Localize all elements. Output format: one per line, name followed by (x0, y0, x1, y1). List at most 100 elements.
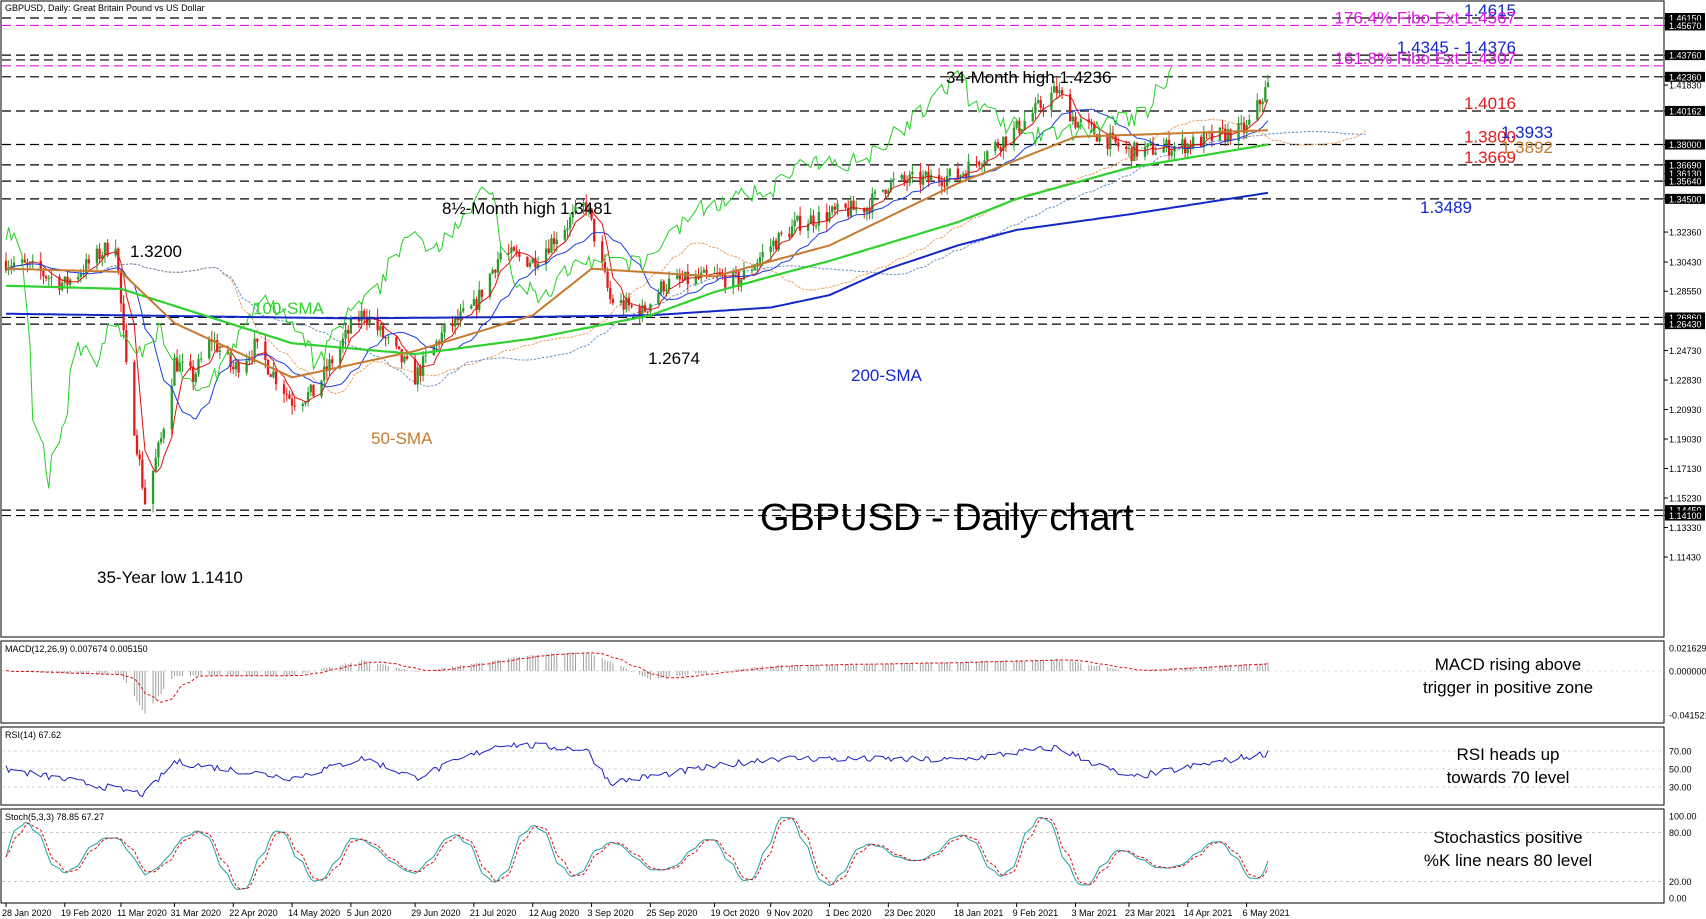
candle-body (272, 371, 275, 377)
candle-body (157, 442, 160, 458)
candle-body (863, 208, 866, 213)
candle-body (868, 207, 871, 213)
axis-label: 1.46150 (1669, 14, 1702, 24)
axis-label-box (1665, 168, 1705, 179)
candle-body (491, 269, 494, 274)
x-tick-label: 14 Apr 2021 (1184, 908, 1233, 918)
candle-body (1261, 101, 1264, 105)
candle-body (962, 173, 965, 176)
candle-body (368, 316, 371, 323)
candle-body (769, 246, 772, 253)
axis-label: 1.30430 (1669, 258, 1702, 268)
candle-body (250, 357, 254, 359)
axis-label-box (1665, 176, 1705, 187)
candle-body (264, 341, 267, 360)
candle-body (499, 252, 502, 260)
candle-body (320, 380, 323, 397)
candle-body (1093, 124, 1096, 135)
candle-body (1181, 139, 1184, 146)
senkou-a-line (103, 118, 1366, 395)
candle-body (510, 247, 513, 254)
candle-body (518, 252, 521, 257)
candle-body (983, 160, 986, 165)
candle-body (58, 276, 61, 290)
candle-body (312, 384, 315, 397)
candle-body (151, 470, 155, 504)
candle-body (606, 271, 609, 288)
candle-body (403, 356, 406, 363)
candle-body (1106, 133, 1109, 150)
candle-body (253, 338, 256, 358)
candle-body (566, 228, 569, 230)
candle-body (1210, 131, 1214, 141)
candle-body (347, 329, 350, 334)
candle-body (154, 457, 157, 471)
candle-body (138, 454, 141, 460)
candle-body (649, 304, 652, 312)
candle-body (440, 332, 443, 344)
candle-body (547, 248, 550, 253)
candle-body (526, 256, 529, 267)
candle-body (66, 276, 69, 285)
axis-label-box (1665, 20, 1705, 31)
candle-body (1221, 127, 1224, 129)
candle-body (1034, 103, 1037, 114)
macd-title: MACD(12,26,9) 0.007674 0.005150 (5, 644, 148, 654)
axis-label: 1.36690 (1669, 160, 1702, 170)
candle-body (552, 238, 556, 245)
candle-body (1266, 82, 1270, 88)
candle-body (544, 248, 548, 264)
candle-body (106, 242, 109, 256)
candle-body (881, 189, 885, 192)
candle-body (101, 255, 104, 260)
x-tick-label: 19 Oct 2020 (711, 908, 760, 918)
candle-body (627, 297, 631, 306)
candle-body (143, 487, 147, 504)
macd-comment-line1: MACD rising above (1435, 655, 1581, 674)
candle-body (975, 161, 978, 163)
candle-body (85, 259, 88, 274)
candle-body (1079, 119, 1082, 123)
candle-body (718, 273, 722, 275)
x-tick-label: 5 Jun 2020 (347, 908, 392, 918)
senkou-b-line (103, 131, 1366, 387)
chart-header-title: GBPUSD, Daily: Great Britain Pound vs US… (5, 3, 205, 13)
annotation-50-sma: 50-SMA (371, 429, 433, 448)
candle-body (964, 173, 968, 179)
candle-body (986, 151, 989, 161)
candle-body (996, 142, 1000, 148)
candle-body (1068, 94, 1072, 122)
candle-body (630, 305, 633, 307)
candle-body (1023, 121, 1026, 130)
candle-body (750, 269, 754, 271)
axis-label: 1.43760 (1669, 51, 1702, 61)
candle-body (119, 270, 123, 304)
candle-body (705, 269, 708, 274)
candle-body (10, 265, 13, 268)
candle-body (793, 220, 796, 227)
axis-label: 1.24730 (1669, 346, 1702, 356)
axis-label: 1.35640 (1669, 177, 1702, 187)
candle-body (849, 200, 853, 217)
candle-body (929, 174, 933, 180)
candle-body (1111, 132, 1115, 135)
candle-body (470, 305, 473, 309)
candle-body (978, 161, 981, 166)
candle-body (197, 359, 200, 374)
candle-body (293, 405, 296, 407)
x-tick-label: 25 Sep 2020 (646, 908, 697, 918)
candle-body (694, 275, 697, 285)
candle-body (103, 242, 107, 256)
stoch-axis-label: 100.00 (1669, 812, 1697, 822)
candle-body (141, 459, 144, 488)
rsi-panel (0, 726, 1665, 806)
candle-body (737, 272, 740, 287)
candle-body (23, 259, 26, 263)
annotation-200-sma: 200-SMA (851, 366, 923, 385)
candle-body (740, 279, 743, 287)
x-tick-label: 11 Mar 2020 (117, 908, 167, 918)
candle-body (512, 247, 516, 251)
candle-body (376, 316, 379, 331)
axis-label: 1.40162 (1669, 106, 1702, 116)
